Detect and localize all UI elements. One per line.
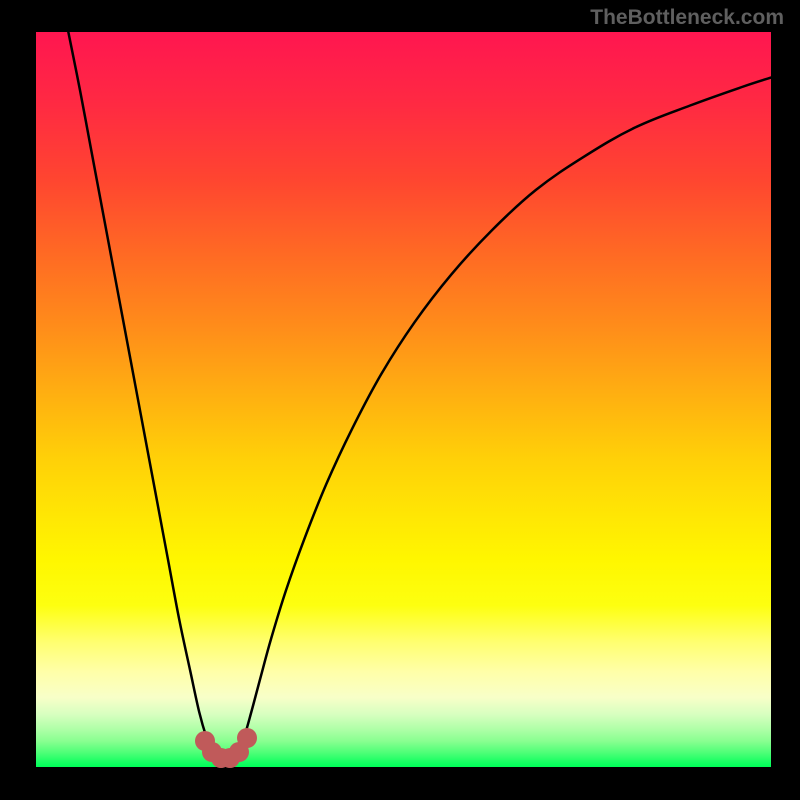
trough-marker (237, 728, 257, 748)
markers-layer (36, 32, 771, 767)
plot-area (36, 32, 771, 767)
watermark-text: TheBottleneck.com (590, 6, 784, 30)
